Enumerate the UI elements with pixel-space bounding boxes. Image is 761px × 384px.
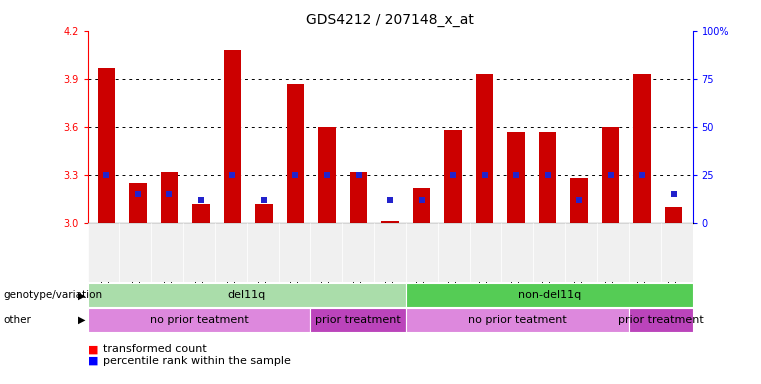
Bar [413,187,430,223]
Bar [444,130,462,223]
Text: ▶: ▶ [78,315,86,325]
Bar [161,172,178,223]
Bar [342,223,374,282]
Bar [119,223,151,282]
Bar [633,74,651,223]
Bar [438,223,470,282]
Bar [661,223,693,282]
Bar [129,183,147,223]
Bar [151,223,183,282]
Text: transformed count: transformed count [103,344,206,354]
Bar [183,223,215,282]
Bar [279,223,310,282]
Text: ■: ■ [88,356,98,366]
Bar [406,283,693,307]
Bar [476,74,493,223]
Bar [224,50,241,223]
Title: GDS4212 / 207148_x_at: GDS4212 / 207148_x_at [306,13,474,27]
Bar [350,172,367,223]
Bar [310,223,342,282]
Bar [255,204,272,223]
Text: genotype/variation: genotype/variation [4,290,103,300]
Bar [602,127,619,223]
Text: ■: ■ [88,344,98,354]
Bar [88,223,119,282]
Bar [406,308,629,332]
Bar [665,207,683,223]
Bar [310,308,406,332]
Bar [287,84,304,223]
Text: non-del11q: non-del11q [517,290,581,300]
Bar [533,223,565,282]
Bar [470,223,501,282]
Bar [97,68,115,223]
Bar [539,132,556,223]
Text: del11q: del11q [228,290,266,300]
Bar [88,283,406,307]
Text: ▶: ▶ [78,290,86,300]
Bar [318,127,336,223]
Bar [381,221,399,223]
Bar [374,223,406,282]
Bar [88,308,310,332]
Bar [571,178,587,223]
Bar [247,223,279,282]
Text: prior treatment: prior treatment [315,315,401,325]
Bar [215,223,247,282]
Text: percentile rank within the sample: percentile rank within the sample [103,356,291,366]
Bar [193,204,209,223]
Bar [565,223,597,282]
Bar [629,223,661,282]
Bar [406,223,438,282]
Bar [597,223,629,282]
Text: other: other [4,315,32,325]
Bar [508,132,525,223]
Bar [629,308,693,332]
Text: prior treatment: prior treatment [618,315,703,325]
Bar [501,223,533,282]
Text: no prior teatment: no prior teatment [468,315,567,325]
Text: no prior teatment: no prior teatment [150,315,248,325]
